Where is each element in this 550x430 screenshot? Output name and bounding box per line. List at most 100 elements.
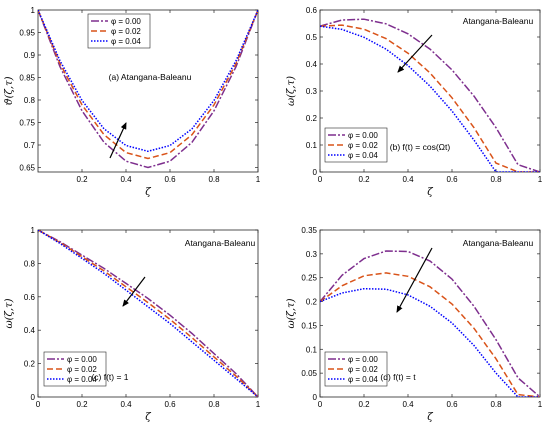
legend-entry: φ = 0.00 bbox=[348, 131, 378, 140]
y-tick-label: 1 bbox=[31, 226, 36, 235]
x-tick-label: 1 bbox=[538, 400, 543, 409]
y-tick-label: 0.15 bbox=[301, 321, 317, 330]
panel-b: 0 0.2 0.4 0.6 0.8 1 0 0.1 0.2 0.3 0.4 0.5 0.6 ζ ω(ζ,τ)… bbox=[286, 6, 543, 198]
y-tick-label: 0.1 bbox=[306, 141, 318, 150]
y-tick-label: 0.2 bbox=[306, 114, 318, 123]
series-line-phi-0 bbox=[38, 10, 258, 169]
axes-frame bbox=[319, 229, 541, 398]
legend-entry: φ = 0.00 bbox=[348, 355, 378, 364]
y-axis-label: ω(ζ,τ) bbox=[286, 298, 297, 328]
x-tick-label: 0.2 bbox=[358, 175, 370, 184]
y-tick-label: 0.25 bbox=[301, 274, 317, 283]
y-tick-label: 0.3 bbox=[306, 250, 318, 259]
legend-entry: φ = 0.00 bbox=[111, 17, 141, 26]
legend-entry: φ = 0.02 bbox=[67, 365, 97, 374]
model-annotation: Atangana-Baleanu bbox=[185, 238, 256, 248]
x-tick-label: 0.8 bbox=[490, 175, 502, 184]
legend-box bbox=[324, 351, 388, 387]
series-line-phi-1 bbox=[320, 24, 540, 172]
model-annotation: Atangana-Baleanu bbox=[463, 238, 534, 248]
y-tick-label: 0.75 bbox=[19, 119, 35, 128]
legend-entry: φ = 0.04 bbox=[348, 375, 378, 384]
trend-arrow bbox=[397, 34, 433, 73]
x-tick-label: 0.6 bbox=[446, 175, 458, 184]
y-tick-label: 0.8 bbox=[24, 259, 36, 268]
y-axis-label: ω(ζ,τ) bbox=[4, 298, 15, 328]
y-tick-label: 0.85 bbox=[19, 74, 35, 83]
y-tick-label: 0.65 bbox=[19, 164, 35, 173]
y-tick-label: 0.05 bbox=[301, 369, 317, 378]
x-tick-label: 0.4 bbox=[120, 400, 132, 409]
legend-entry: φ = 0.00 bbox=[67, 355, 97, 364]
legend: φ = 0.00φ = 0.02φ = 0.04 bbox=[43, 351, 107, 387]
x-tick-label: 0.4 bbox=[120, 175, 132, 184]
y-tick-label: 0.4 bbox=[24, 326, 36, 335]
legend: φ = 0.00φ = 0.02φ = 0.04 bbox=[324, 127, 388, 163]
y-tick-label: 0 bbox=[31, 393, 36, 402]
legend-box bbox=[324, 127, 388, 163]
axes-frame bbox=[37, 229, 259, 398]
y-tick-label: 0.5 bbox=[306, 33, 318, 42]
x-tick-label: 0.4 bbox=[402, 400, 414, 409]
x-tick-label: 0 bbox=[36, 400, 41, 409]
y-tick-label: 0.35 bbox=[301, 226, 317, 235]
y-tick-label: 0.1 bbox=[306, 345, 318, 354]
y-tick-label: 1 bbox=[31, 6, 36, 15]
x-axis-label: ζ bbox=[427, 187, 433, 198]
x-tick-label: 1 bbox=[256, 400, 261, 409]
legend-box bbox=[43, 351, 107, 387]
series-line-phi-1 bbox=[38, 10, 258, 160]
legend: φ = 0.00φ = 0.02φ = 0.04 bbox=[324, 351, 388, 387]
y-tick-label: 0.95 bbox=[19, 29, 35, 38]
panel-c: 0 0.2 0.4 0.6 0.8 1 0 0.2 0.4 0.6 0.8 1 ζ ω(ζ,τ) φ = 0… bbox=[4, 226, 261, 423]
panel-d: 0 0.2 0.4 0.6 0.8 1 0 0.05 0.1 0.15 0.2 0.25 0.3 0.35… bbox=[286, 226, 543, 423]
model-annotation: (a) Atangana-Baleanu bbox=[109, 72, 192, 82]
trend-arrow bbox=[122, 276, 146, 307]
x-tick-label: 0.8 bbox=[490, 400, 502, 409]
x-tick-label: 0 bbox=[318, 175, 323, 184]
legend: φ = 0.00φ = 0.02φ = 0.04 bbox=[87, 13, 151, 49]
x-axis-label: ζ bbox=[145, 187, 151, 198]
y-tick-label: 0.6 bbox=[306, 6, 318, 15]
series-line-phi-0 bbox=[320, 250, 540, 397]
panel-a: 0.2 0.4 0.6 0.8 1 0.65 0.7 0.75 0.8 0.85 0.9 0.95 1 ζ… bbox=[4, 6, 261, 198]
y-tick-label: 0.6 bbox=[24, 293, 36, 302]
x-axis-label: ζ bbox=[427, 412, 433, 423]
series-line-phi-0 bbox=[38, 230, 258, 397]
series-line-phi-1 bbox=[320, 272, 540, 397]
y-tick-label: 0.2 bbox=[24, 360, 36, 369]
x-tick-label: 1 bbox=[256, 175, 261, 184]
y-tick-label: 0.2 bbox=[306, 298, 318, 307]
x-tick-label: 0.8 bbox=[208, 175, 220, 184]
x-axis-label: ζ bbox=[145, 412, 151, 423]
x-tick-label: 0.6 bbox=[164, 400, 176, 409]
trend-arrow bbox=[109, 122, 127, 159]
legend-entry: φ = 0.04 bbox=[348, 151, 378, 160]
y-axis-label: ω(ζ,τ) bbox=[286, 76, 297, 106]
series-line-phi-1 bbox=[38, 230, 258, 397]
series-line-phi-0 bbox=[320, 18, 540, 172]
legend-entry: φ = 0.02 bbox=[348, 365, 378, 374]
x-tick-label: 0.2 bbox=[76, 400, 88, 409]
x-tick-label: 0 bbox=[318, 400, 323, 409]
legend-box bbox=[87, 13, 151, 49]
x-tick-label: 0.4 bbox=[402, 175, 414, 184]
forcing-label: (b) f(t) = cos(Ωt) bbox=[390, 142, 451, 152]
y-tick-label: 0.4 bbox=[306, 60, 318, 69]
y-tick-label: 0 bbox=[313, 393, 318, 402]
x-tick-label: 0.6 bbox=[446, 400, 458, 409]
x-tick-label: 0.8 bbox=[208, 400, 220, 409]
legend-entry: φ = 0.02 bbox=[348, 141, 378, 150]
forcing-label: (c) f(t) = 1 bbox=[91, 372, 128, 382]
forcing-label: (d) f(t) = t bbox=[380, 372, 416, 382]
y-tick-label: 0.8 bbox=[24, 96, 36, 105]
y-tick-label: 0.3 bbox=[306, 87, 318, 96]
axes-frame bbox=[37, 9, 259, 173]
y-tick-label: 0 bbox=[313, 168, 318, 177]
x-tick-label: 1 bbox=[538, 175, 543, 184]
y-tick-label: 0.7 bbox=[24, 141, 36, 150]
series-line-phi-2 bbox=[38, 230, 258, 397]
x-tick-label: 0.6 bbox=[164, 175, 176, 184]
series-line-phi-2 bbox=[38, 10, 258, 153]
